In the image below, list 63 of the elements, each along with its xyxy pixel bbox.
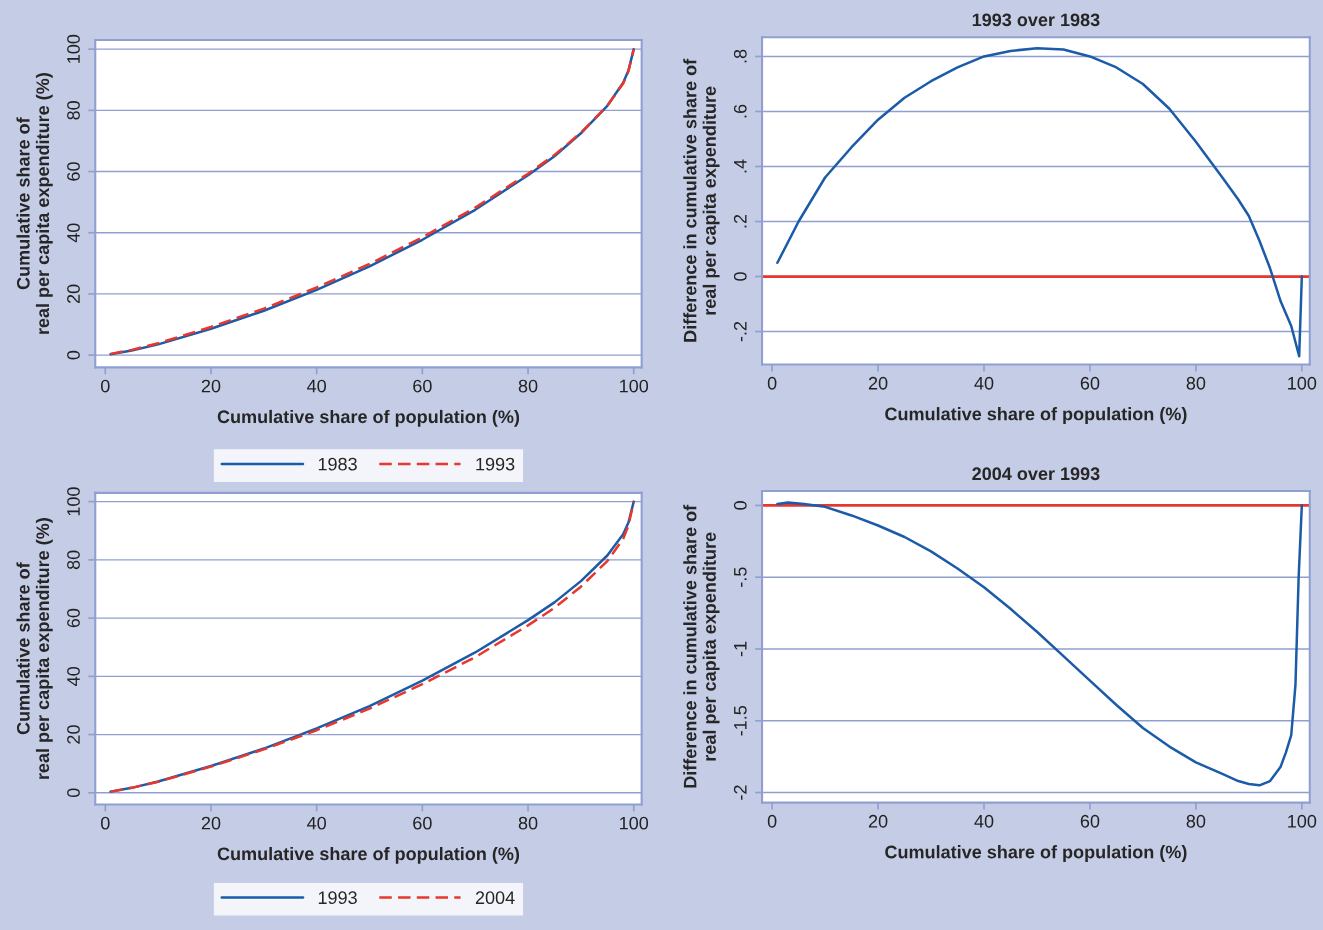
y-tick-label: .2 [733, 214, 747, 228]
chart-title: 2004 over 1993 [972, 467, 1100, 481]
x-tick-label: 40 [307, 816, 327, 830]
y-tick-label: 100 [67, 487, 80, 516]
legend-label: 2004 [475, 891, 515, 905]
y-tick-label: -1.5 [734, 705, 747, 736]
y-tick-label: 40 [67, 667, 80, 686]
x-tick-label: 40 [307, 379, 327, 393]
y-tick-label: -2 [733, 785, 747, 800]
y-tick-label: 0 [733, 501, 747, 510]
y-tick-label: -.2 [733, 321, 747, 342]
x-tick-label: 0 [767, 376, 777, 390]
y-tick-label: .8 [733, 49, 747, 63]
x-tick-label: 20 [868, 814, 888, 828]
y-tick-label: 80 [67, 550, 80, 570]
legend-label: 1983 [318, 457, 357, 471]
x-tick-label: 0 [100, 379, 110, 393]
x-tick-label: 100 [620, 816, 649, 830]
y-tick-label: -1 [734, 641, 747, 657]
y-tick-label: 0 [67, 350, 80, 360]
y-axis-title: Difference in cumulative share of real per capita expenditure [683, 504, 720, 788]
y-tick-label: 0 [733, 272, 747, 281]
y-axis-title: Difference in cumulative share of real per capita expenditure [683, 58, 720, 342]
y-tick-label: 60 [67, 608, 80, 628]
y-tick-label: -.5 [734, 567, 747, 587]
legend-label: 1993 [476, 457, 515, 471]
chart-title: 1993 over 1983 [972, 13, 1100, 27]
x-tick-label: 80 [1186, 814, 1206, 828]
x-tick-label: 0 [100, 816, 110, 830]
y-tick-label: 20 [67, 284, 80, 304]
y-axis-title: Cumulative share of real per capita expenditure (%) [16, 518, 53, 779]
x-tick-label: 60 [413, 816, 432, 830]
y-tick-label: 80 [67, 101, 80, 120]
y-tick-label: .4 [734, 159, 747, 173]
y-tick-label: 100 [67, 34, 80, 63]
x-tick-label: 40 [974, 376, 994, 390]
x-tick-label: 60 [1080, 376, 1100, 390]
x-tick-label: 80 [518, 816, 538, 830]
x-tick-label: 0 [767, 814, 777, 828]
y-tick-label: 0 [67, 788, 80, 798]
line-series [776, 501, 1304, 787]
x-axis-title: Cumulative share of population (%) [885, 845, 1187, 862]
x-tick-label: 60 [1080, 814, 1100, 828]
x-tick-label: 40 [974, 814, 994, 828]
line-series [776, 46, 1304, 358]
x-tick-label: 100 [620, 379, 649, 393]
x-axis-title: Cumulative share of population (%) [217, 846, 520, 864]
y-tick-label: .6 [733, 104, 747, 118]
x-tick-label: 20 [868, 376, 888, 390]
x-tick-label: 60 [413, 379, 432, 393]
y-axis-title: Cumulative share of real per capita expenditure (%) [16, 73, 53, 334]
x-tick-label: 20 [201, 379, 221, 393]
x-tick-label: 80 [1186, 376, 1206, 390]
x-tick-label: 100 [1288, 376, 1317, 390]
y-tick-label: 20 [67, 725, 80, 744]
x-tick-label: 20 [201, 816, 221, 830]
x-axis-title: Cumulative share of population (%) [885, 407, 1187, 424]
legend-label: 1993 [318, 891, 357, 905]
x-tick-label: 80 [518, 379, 538, 393]
y-tick-label: 60 [67, 162, 80, 181]
x-axis-title: Cumulative share of population (%) [217, 409, 520, 427]
x-tick-label: 100 [1288, 814, 1317, 828]
y-tick-label: 40 [67, 223, 80, 243]
